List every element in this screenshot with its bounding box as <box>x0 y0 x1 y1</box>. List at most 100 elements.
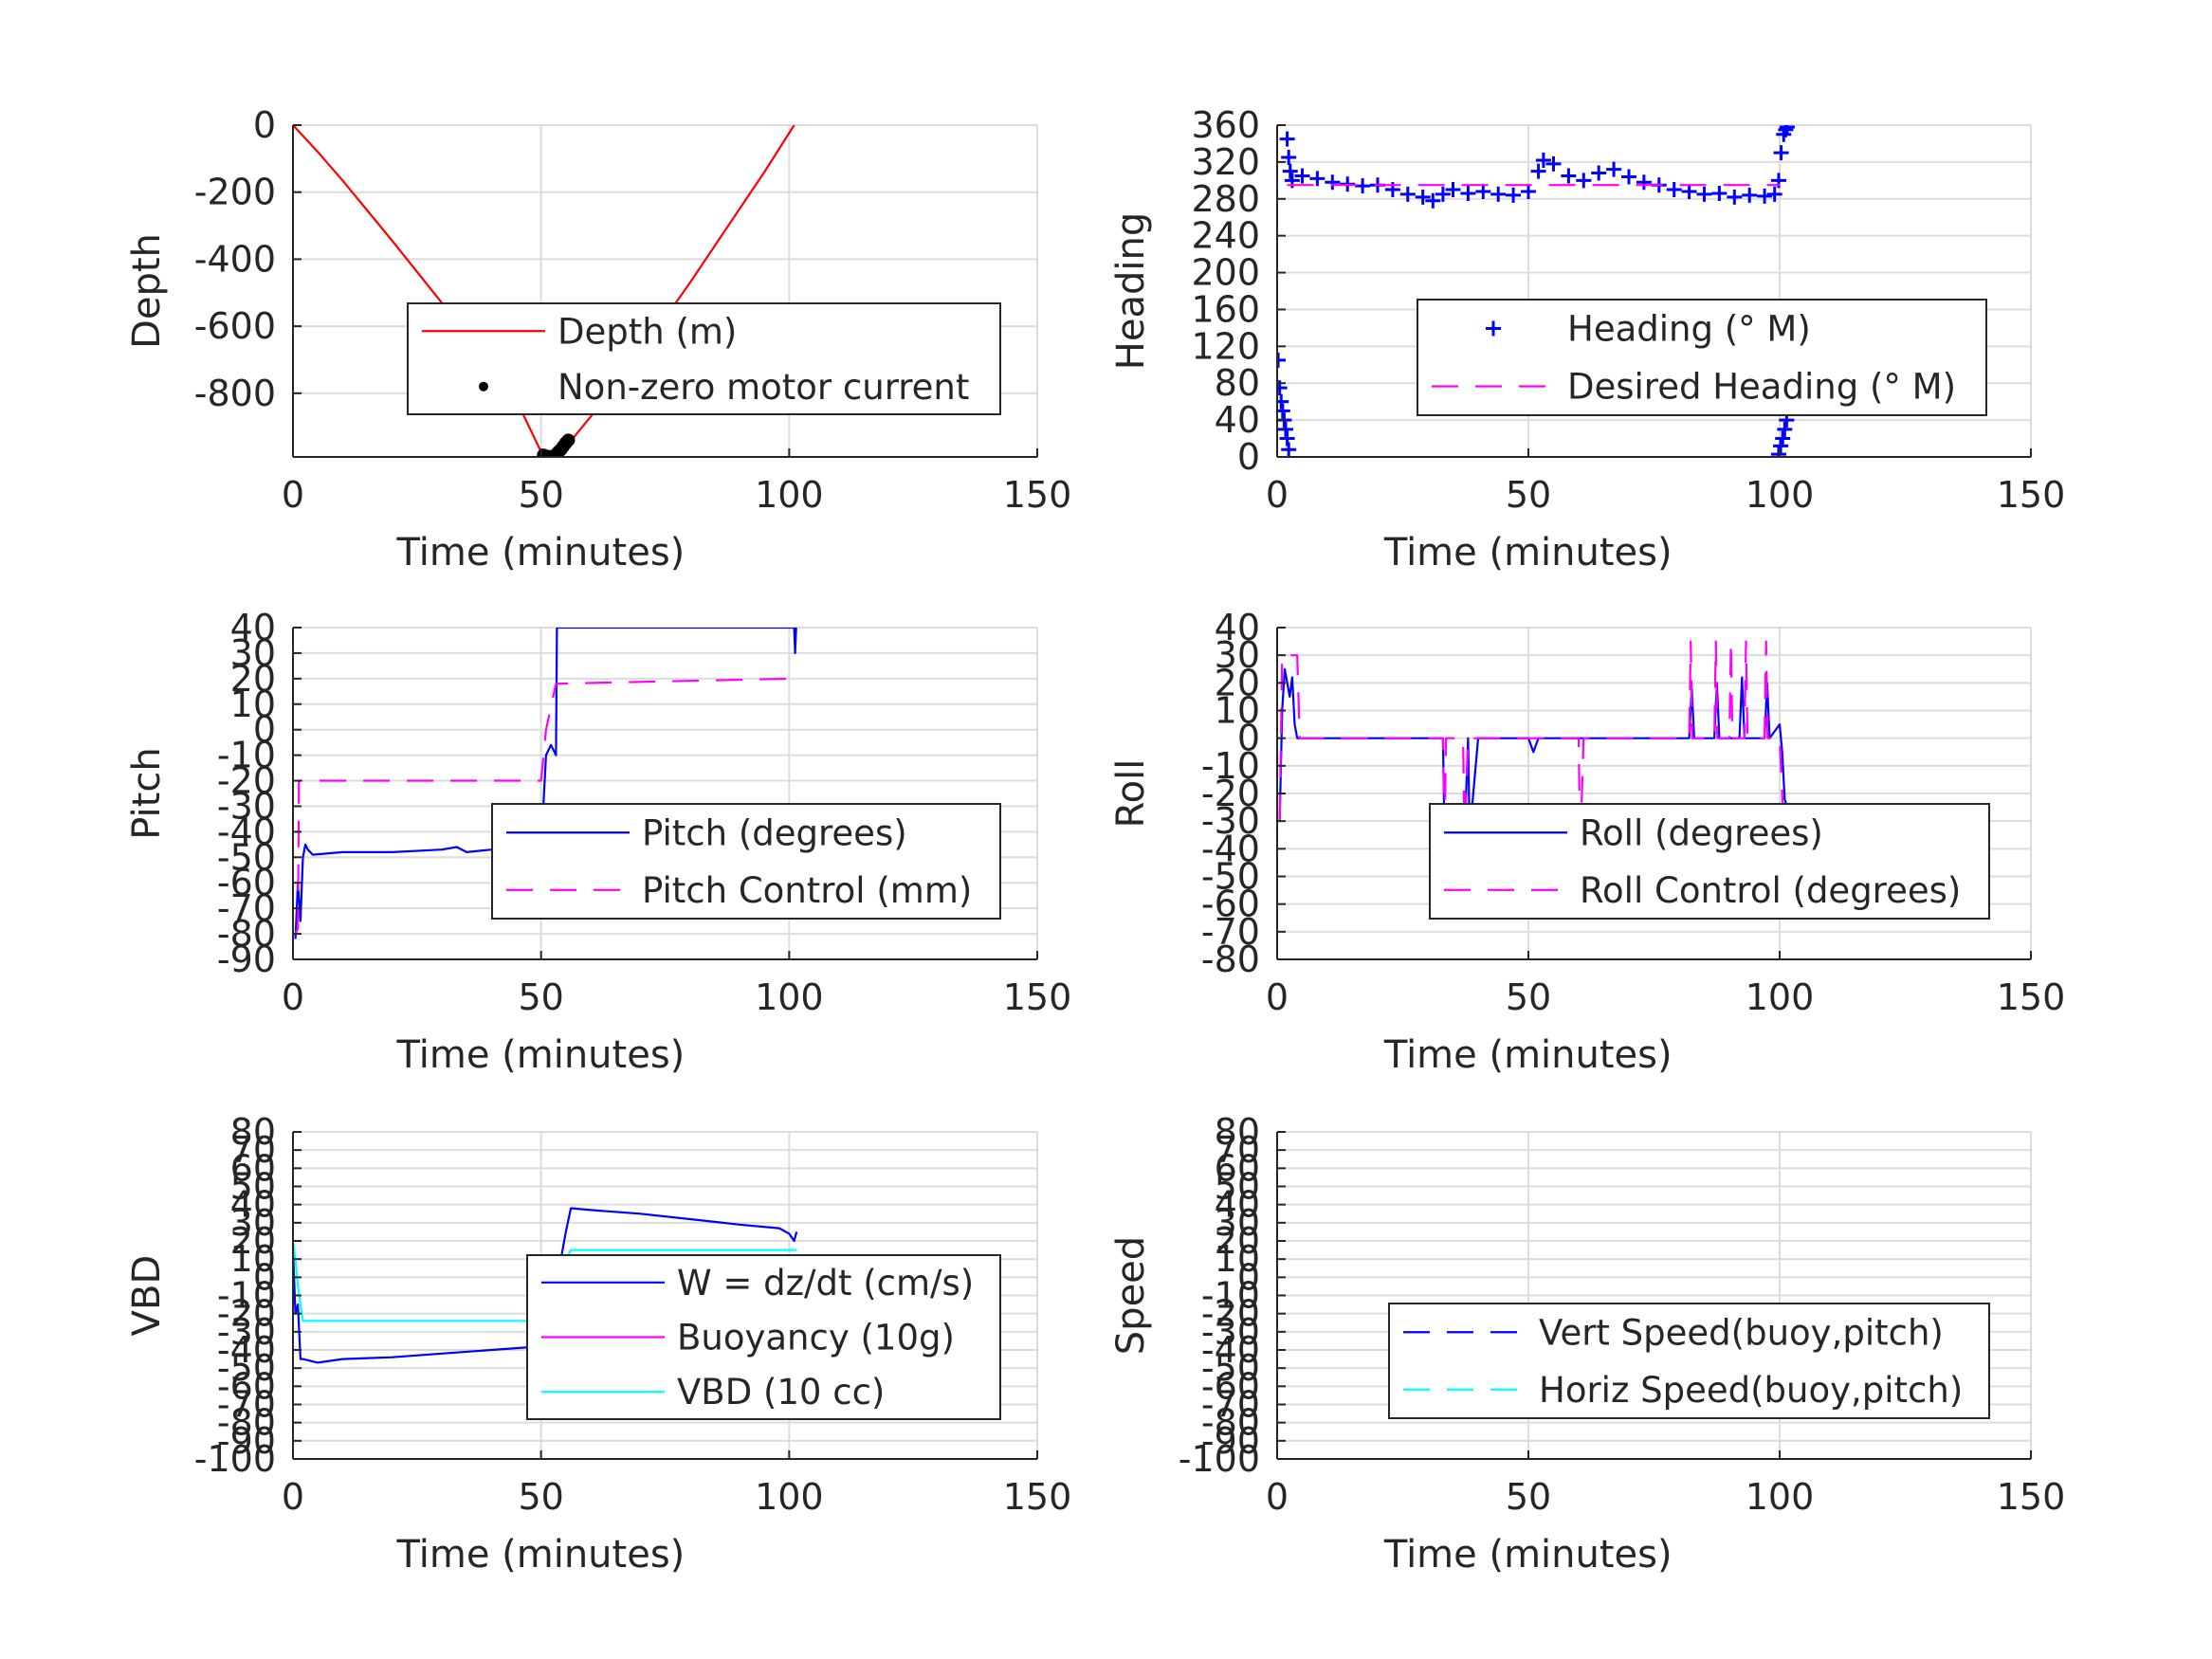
heading-series-0-marker <box>1399 186 1416 202</box>
heading-series-0-marker <box>1696 186 1712 202</box>
heading-series-0-marker <box>1666 182 1682 198</box>
heading-series-0-marker <box>1460 185 1476 201</box>
vbd-legend: W = dz/dt (cm/s) Buoyancy (10g) VBD (10 cc… <box>526 1254 1001 1420</box>
vbd-y-tick-label: 10 <box>230 1238 276 1280</box>
pitch-x-tick-label: 100 <box>755 976 824 1018</box>
roll-x-tick-label: 150 <box>1997 976 2066 1018</box>
heading-series-0-marker <box>1545 155 1562 172</box>
pitch-y-tick-label: 10 <box>230 684 276 725</box>
vbd-y-tick-label: -70 <box>217 1384 276 1426</box>
speed-y-tick-label: 80 <box>1215 1111 1260 1153</box>
heading-series-0-marker <box>1425 192 1441 209</box>
pitch-y-tick-label: 40 <box>230 607 276 648</box>
speed-y-tick-label: -100 <box>1179 1438 1260 1480</box>
heading-y-tick-label: 320 <box>1191 141 1260 183</box>
vbd-legend-label: W = dz/dt (cm/s) <box>677 1263 974 1304</box>
pitch-x-axis-label: Time (minutes) <box>396 1033 686 1077</box>
heading-y-axis-label: Heading <box>1109 212 1153 370</box>
speed-y-tick-label: -30 <box>1201 1311 1260 1353</box>
depth-y-tick-label: -600 <box>194 305 276 347</box>
speed-y-tick-label: -10 <box>1201 1275 1260 1317</box>
roll-y-tick-label: 40 <box>1215 607 1260 648</box>
pitch-y-tick-label: -70 <box>217 887 276 929</box>
depth-x-axis-label: Time (minutes) <box>396 531 686 574</box>
heading-series-0-marker <box>1277 393 1289 410</box>
heading-series-0-marker <box>1773 438 1789 454</box>
roll-y-tick-label: 20 <box>1215 662 1260 703</box>
speed-y-tick-label: -90 <box>1201 1420 1260 1462</box>
vbd-y-tick-label: 50 <box>230 1166 276 1208</box>
speed-y-tick-label: -80 <box>1201 1402 1260 1444</box>
speed-y-tick-label: 30 <box>1215 1202 1260 1244</box>
heading-series-0-marker <box>1535 152 1551 168</box>
depth-x-tick-label: 50 <box>518 474 563 516</box>
heading-series-0-marker <box>1475 184 1491 199</box>
pitch-x-tick-label: 50 <box>518 976 563 1018</box>
pitch-x-tick-label: 150 <box>1003 976 1072 1018</box>
pitch-y-tick-label: -20 <box>217 760 276 802</box>
heading-series-0-marker <box>1742 187 1758 203</box>
vbd-y-tick-label: 30 <box>230 1202 276 1244</box>
heading-series-0-marker <box>1325 174 1341 191</box>
roll-legend-label: Roll Control (degrees) <box>1580 870 1961 911</box>
heading-series-0-marker <box>1281 442 1297 457</box>
heading-series-0-marker <box>1757 188 1773 204</box>
heading-series-0-marker <box>1766 186 1782 202</box>
heading-x-tick-label: 100 <box>1746 474 1815 516</box>
roll-series-group <box>1278 640 1791 850</box>
heading-series-0-marker <box>1727 189 1743 205</box>
heading-legend-label: Desired Heading (° M) <box>1567 367 1956 408</box>
pitch-axes: 0 50 100 150-90-80-70-60-50-40-30-20-100102… <box>217 607 1071 1018</box>
heading-y-tick-label: 40 <box>1215 399 1260 441</box>
depth-panel: 0 50 100 150 0 -200 -400 -600 -800 Time (minutes)… <box>125 104 1071 574</box>
heading-x-tick-label: 50 <box>1506 474 1551 516</box>
heading-x-tick-label: 150 <box>1997 474 2066 516</box>
speed-y-tick-label: 60 <box>1215 1147 1260 1189</box>
roll-y-tick-label: 10 <box>1215 690 1260 732</box>
pitch-series-group <box>294 628 797 939</box>
roll-axes: 0 50 100 150-80-70-60-50-40-30-20-100102030… <box>1201 607 2065 1018</box>
heading-series-0-marker <box>1530 163 1546 179</box>
roll-legend-label: Roll (degrees) <box>1580 812 1823 853</box>
roll-y-tick-label: -20 <box>1201 773 1260 814</box>
roll-legend-box <box>1429 803 1990 920</box>
speed-x-tick-label: 150 <box>1997 1476 2066 1518</box>
depth-legend-box <box>407 302 1001 415</box>
depth-series-1-dot <box>561 433 576 447</box>
roll-x-axis-label: Time (minutes) <box>1383 1033 1673 1077</box>
speed-y-axis-label: Speed <box>1109 1236 1153 1355</box>
pitch-legend-label: Pitch (degrees) <box>642 812 907 853</box>
heading-series-0-marker <box>1309 171 1325 187</box>
heading-series-0-marker <box>1278 421 1294 437</box>
vbd-y-tick-label: -50 <box>217 1347 276 1389</box>
heading-series-0-marker <box>1415 189 1431 205</box>
speed-legend-label: Horiz Speed(buoy,pitch) <box>1539 1370 1963 1411</box>
vbd-y-tick-label: 80 <box>230 1111 276 1153</box>
vbd-y-tick-label: 20 <box>230 1220 276 1262</box>
depth-legend: Depth (m) Non-zero motor current <box>407 302 1001 415</box>
speed-x-axis-label: Time (minutes) <box>1383 1533 1673 1577</box>
speed-y-tick-label: 40 <box>1215 1184 1260 1226</box>
pitch-y-tick-label: 30 <box>230 632 276 674</box>
heading-y-tick-label: 200 <box>1191 252 1260 294</box>
roll-y-tick-label: -60 <box>1201 884 1260 925</box>
vbd-y-tick-label: -80 <box>217 1402 276 1444</box>
depth-legend-label: Depth (m) <box>558 311 737 352</box>
speed-y-tick-label: -60 <box>1201 1365 1260 1407</box>
vbd-x-tick-label: 150 <box>1003 1476 1072 1518</box>
heading-series-0-marker <box>1591 165 1607 181</box>
pitch-y-tick-label: -40 <box>217 811 276 852</box>
vbd-legend-label: VBD (10 cc) <box>677 1372 885 1413</box>
heading-legend-label: Heading (° M) <box>1567 309 1811 350</box>
vbd-y-tick-label: -60 <box>217 1365 276 1407</box>
pitch-y-tick-label: -90 <box>217 939 276 980</box>
vbd-x-tick-label: 100 <box>755 1476 824 1518</box>
heading-series-0-marker <box>1711 185 1728 201</box>
heading-legend: Heading (° M) Desired Heading (° M) <box>1417 299 1987 416</box>
vbd-y-tick-label: -20 <box>217 1293 276 1335</box>
pitch-series-0-line <box>294 628 797 939</box>
heading-series-0-marker <box>1294 168 1310 184</box>
pitch-panel: 0 50 100 150-90-80-70-60-50-40-30-20-100102… <box>125 607 1071 1077</box>
roll-y-tick-label: 30 <box>1215 634 1260 676</box>
heading-series-0-marker <box>1636 174 1652 191</box>
